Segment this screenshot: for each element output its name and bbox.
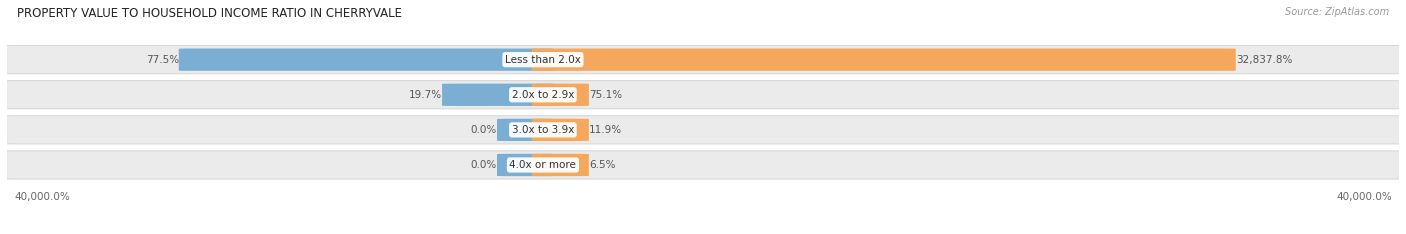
Text: 4.0x or more: 4.0x or more xyxy=(509,160,576,170)
Text: 77.5%: 77.5% xyxy=(146,55,179,65)
FancyBboxPatch shape xyxy=(531,84,589,106)
FancyBboxPatch shape xyxy=(0,116,1406,144)
FancyBboxPatch shape xyxy=(179,48,554,71)
FancyBboxPatch shape xyxy=(531,119,589,141)
Text: Source: ZipAtlas.com: Source: ZipAtlas.com xyxy=(1285,7,1389,17)
FancyBboxPatch shape xyxy=(531,154,589,176)
FancyBboxPatch shape xyxy=(0,151,1406,179)
Text: 2.0x to 2.9x: 2.0x to 2.9x xyxy=(512,90,574,100)
FancyBboxPatch shape xyxy=(531,48,1236,71)
Text: 19.7%: 19.7% xyxy=(409,90,441,100)
FancyBboxPatch shape xyxy=(0,81,1406,109)
Text: Less than 2.0x: Less than 2.0x xyxy=(505,55,581,65)
Text: 0.0%: 0.0% xyxy=(471,125,496,135)
Text: 0.0%: 0.0% xyxy=(471,160,496,170)
Text: 32,837.8%: 32,837.8% xyxy=(1236,55,1292,65)
FancyBboxPatch shape xyxy=(496,119,554,141)
FancyBboxPatch shape xyxy=(441,84,554,106)
FancyBboxPatch shape xyxy=(496,154,554,176)
FancyBboxPatch shape xyxy=(0,46,1406,74)
Text: 11.9%: 11.9% xyxy=(589,125,621,135)
Text: 40,000.0%: 40,000.0% xyxy=(14,192,70,202)
Text: 40,000.0%: 40,000.0% xyxy=(1336,192,1392,202)
Text: PROPERTY VALUE TO HOUSEHOLD INCOME RATIO IN CHERRYVALE: PROPERTY VALUE TO HOUSEHOLD INCOME RATIO… xyxy=(17,7,402,20)
Text: 3.0x to 3.9x: 3.0x to 3.9x xyxy=(512,125,574,135)
Text: 6.5%: 6.5% xyxy=(589,160,616,170)
Text: 75.1%: 75.1% xyxy=(589,90,621,100)
